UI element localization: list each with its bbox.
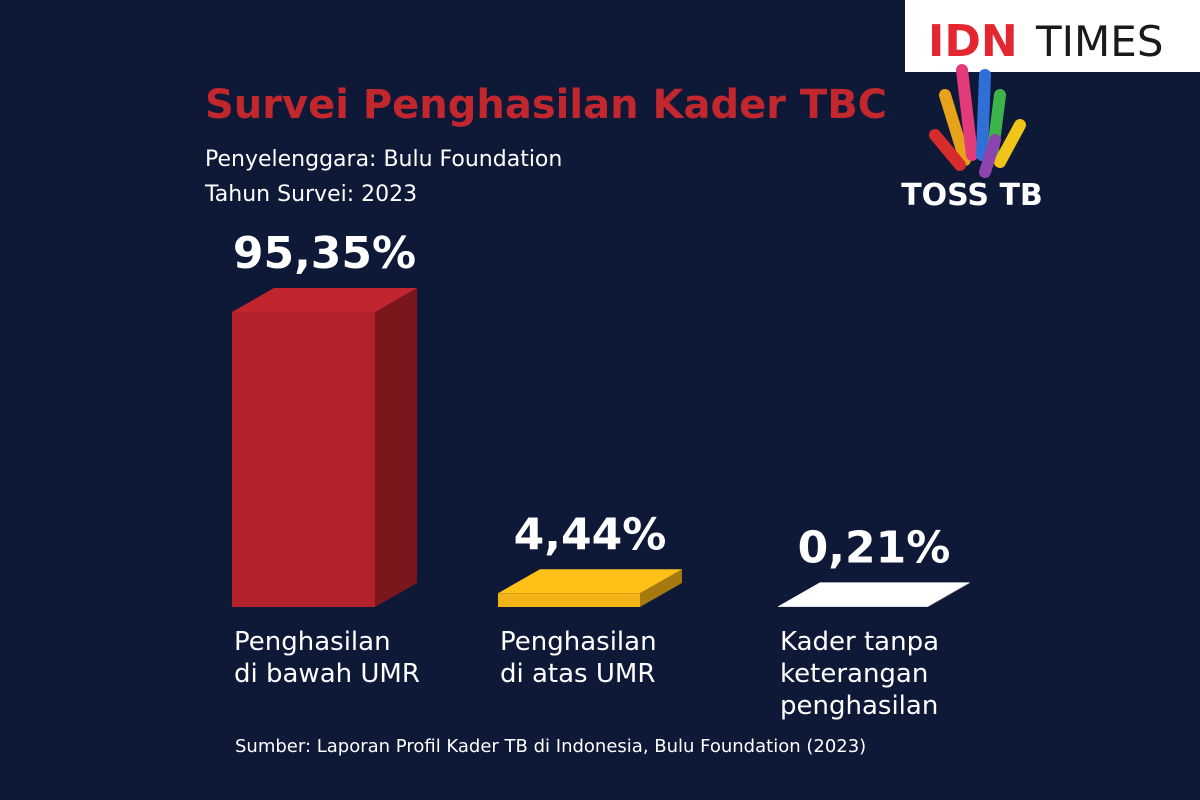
bar-top <box>232 288 417 312</box>
value-label: 0,21% <box>798 522 951 573</box>
category-line: Penghasilan <box>500 627 657 657</box>
brand-idn: IDN <box>928 16 1018 67</box>
logo-text: TOSS TB <box>901 178 1043 213</box>
category-label: Penghasilan di bawah UMR <box>234 627 420 689</box>
bar-top <box>778 582 970 607</box>
bar <box>778 606 928 607</box>
subtitle: Tahun Survei: 2023 <box>204 182 417 207</box>
subtitle: Penyelenggara: Bulu Foundation <box>205 147 562 172</box>
category-line: di atas UMR <box>500 659 655 689</box>
chart-title: Survei Penghasilan Kader TBC <box>205 82 887 128</box>
category-line: penghasilan <box>780 691 938 721</box>
bar-side <box>640 569 682 607</box>
bar-side <box>375 288 417 607</box>
value-label: 95,35% <box>233 228 416 279</box>
source: Sumber: Laporan Profil Kader TB di Indon… <box>235 736 866 757</box>
bar <box>232 312 375 607</box>
category-label: Kader tanpa keterangan penghasilan <box>780 627 939 721</box>
category-line: Penghasilan <box>234 627 391 657</box>
bar-side <box>928 582 970 607</box>
category-line: Kader tanpa <box>780 627 939 657</box>
brand-times: TIMES <box>1035 17 1163 66</box>
value-label: 4,44% <box>514 509 667 560</box>
category-line: keterangan <box>780 659 928 689</box>
category-label: Penghasilan di atas UMR <box>500 627 657 689</box>
logo-hand <box>929 64 1026 178</box>
category-line: di bawah UMR <box>234 659 420 689</box>
brand-band <box>905 0 1200 72</box>
bar <box>498 593 640 607</box>
bar-top <box>498 569 682 594</box>
